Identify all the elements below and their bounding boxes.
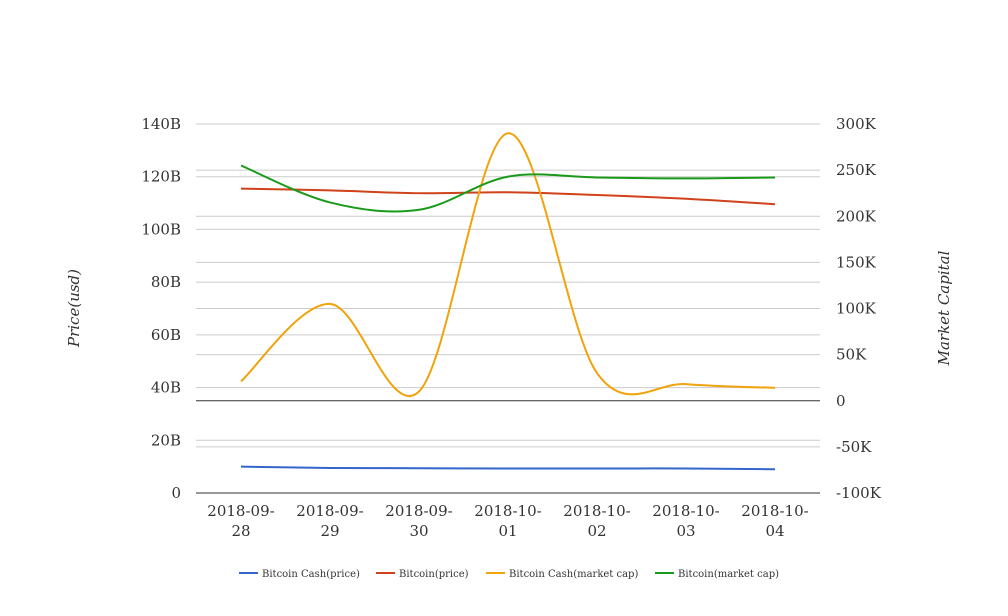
y-right-tick-label: 250K xyxy=(836,161,877,179)
legend: Bitcoin Cash(price) Bitcoin(price) Bitcoin… xyxy=(239,569,779,580)
y-axis-left-title: Price(usd) xyxy=(65,269,83,348)
legend-label: Bitcoin Cash(market cap) xyxy=(509,569,638,580)
y-left-tick-label: 120B xyxy=(141,168,181,186)
y-left-tick-label: 100B xyxy=(141,220,181,238)
x-tick-label: 2018-09-30 xyxy=(385,502,452,540)
y-right-tick-label: 50K xyxy=(836,346,867,364)
y-right-tick-label: 200K xyxy=(836,207,877,225)
series-line-2 xyxy=(240,187,776,206)
series-lines xyxy=(240,132,776,471)
x-tick-label: 2018-10-01 xyxy=(474,502,541,540)
y-right-tick-label: 150K xyxy=(836,253,877,271)
x-tick-label: 2018-10-03 xyxy=(652,502,719,540)
y-right-tick-label: -100K xyxy=(836,484,882,502)
series-line-4 xyxy=(240,164,776,213)
y-left-tick-label: 140B xyxy=(141,115,181,133)
series-line-1 xyxy=(240,465,776,471)
axes xyxy=(196,400,820,494)
legend-label: Bitcoin(price) xyxy=(399,569,469,580)
legend-item-3: Bitcoin Cash(market cap) xyxy=(486,569,638,580)
y-right-tick-label: -50K xyxy=(836,438,872,456)
legend-item-1: Bitcoin Cash(price) xyxy=(239,569,360,580)
y-left-tick-label: 40B xyxy=(151,379,181,397)
legend-item-2: Bitcoin(price) xyxy=(376,569,469,580)
y-right-tick-label: 0 xyxy=(836,392,846,410)
y-right-tick-label: 300K xyxy=(836,115,877,133)
x-tick-label: 2018-10-02 xyxy=(563,502,630,540)
y-left-tick-label: 0 xyxy=(171,484,181,502)
legend-label: Bitcoin(market cap) xyxy=(678,569,779,580)
x-tick-label: 2018-10-04 xyxy=(741,502,808,540)
y-axis-right-title: Market Capital xyxy=(935,250,953,366)
x-tick-label: 2018-09-28 xyxy=(207,502,274,540)
y-left-tick-label: 60B xyxy=(151,326,181,344)
y-left-tick-label: 20B xyxy=(151,431,181,449)
grid-lines xyxy=(196,123,820,448)
legend-label: Bitcoin Cash(price) xyxy=(262,569,360,580)
tick-labels: 0 20B 40B 60B 80B 100B 120B 140B -100K -50K 0 50K 10… xyxy=(141,115,881,540)
y-right-tick-label: 100K xyxy=(836,300,877,318)
legend-item-4: Bitcoin(market cap) xyxy=(655,569,779,580)
series-line-3 xyxy=(240,132,776,397)
x-tick-label: 2018-09-29 xyxy=(296,502,363,540)
y-left-tick-label: 80B xyxy=(151,273,181,291)
